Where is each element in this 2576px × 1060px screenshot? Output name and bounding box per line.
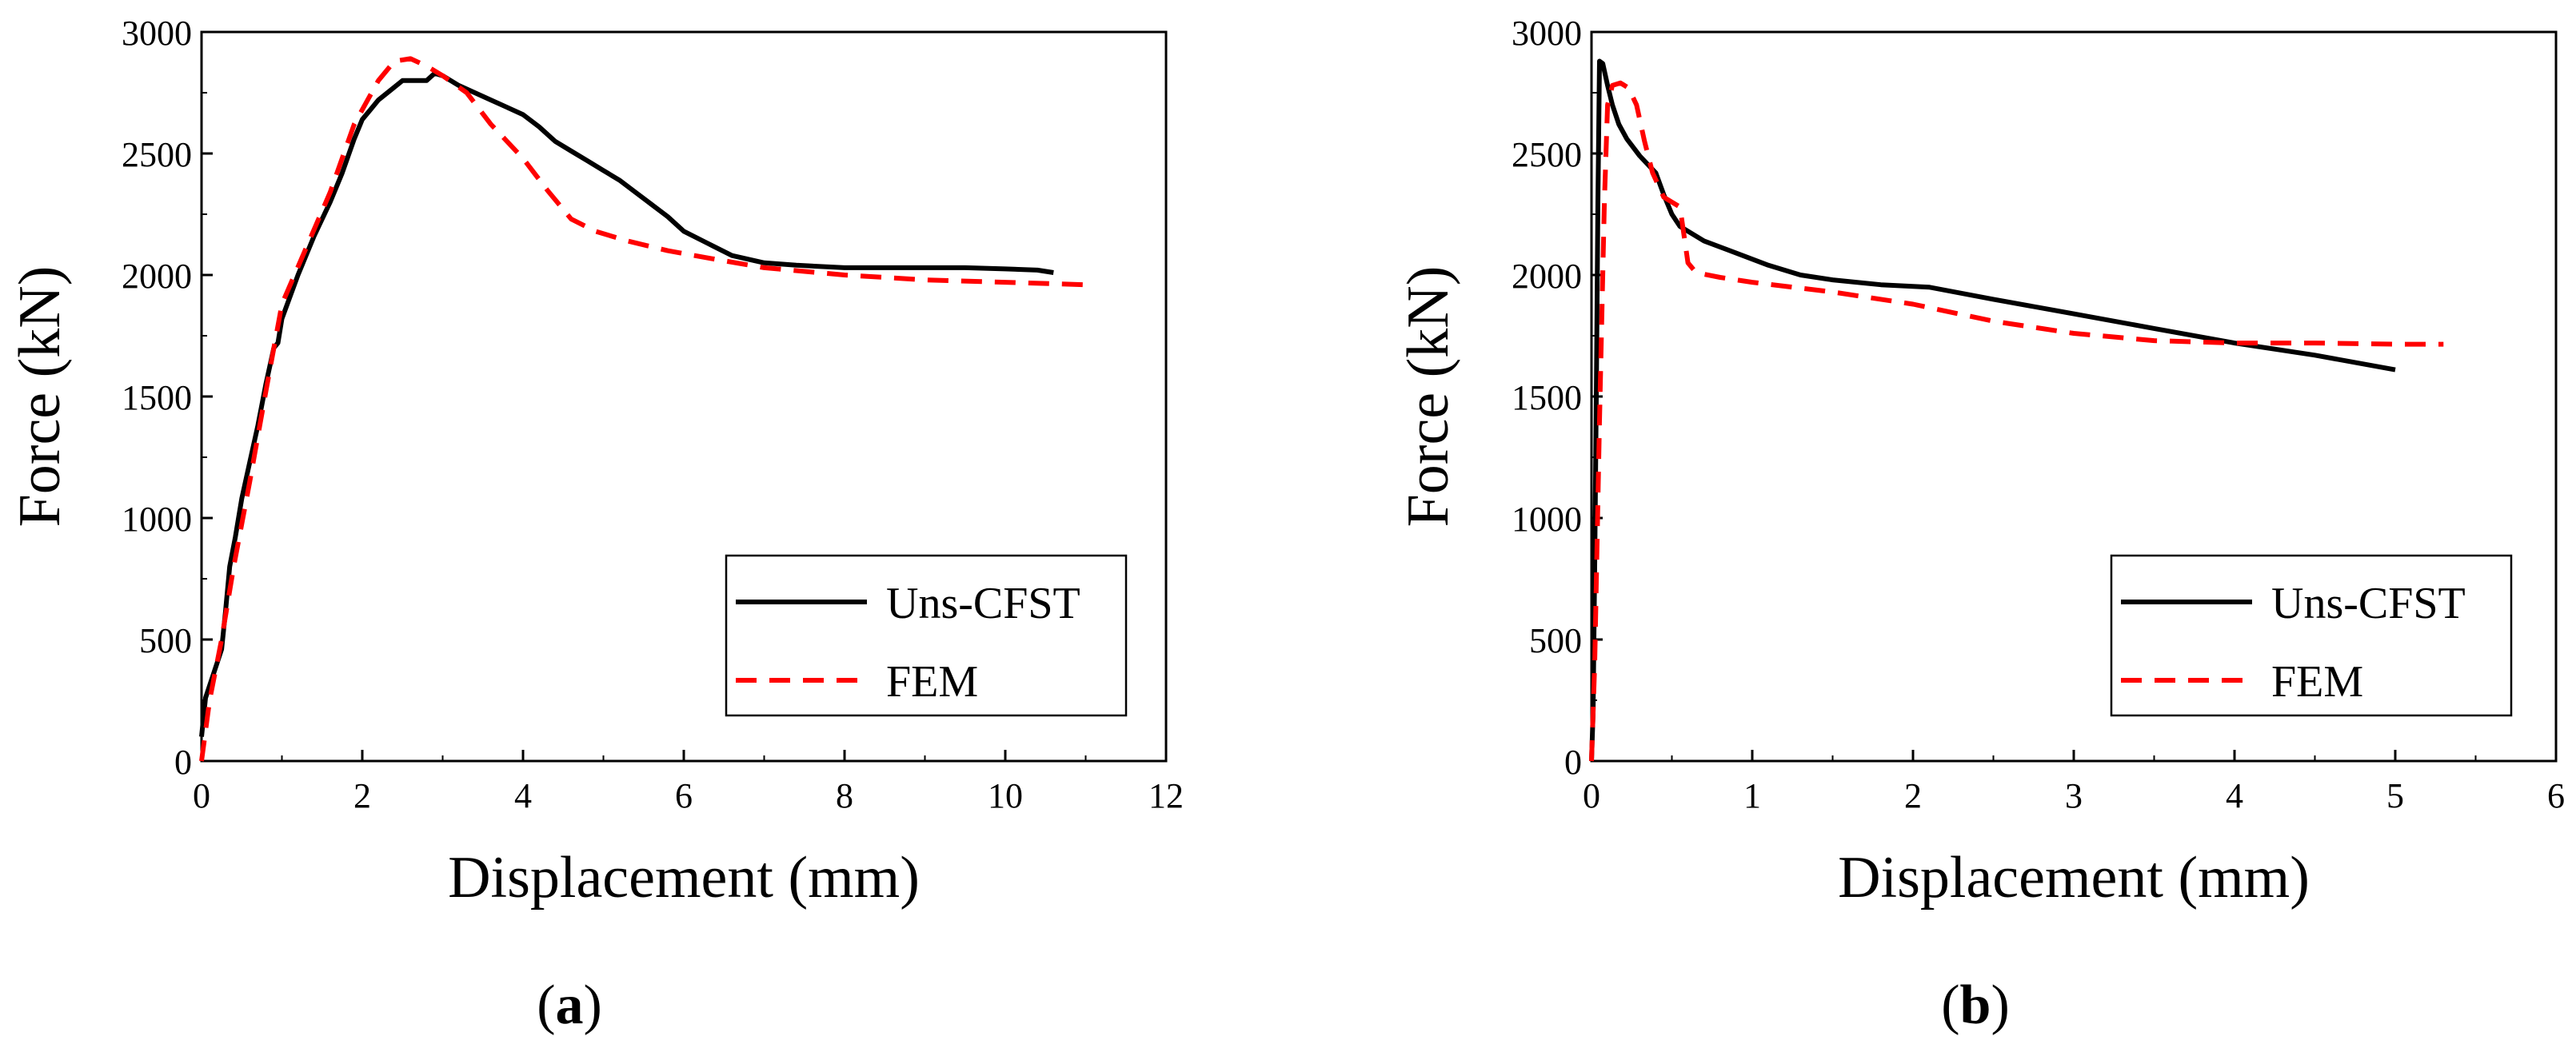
y-tick-label: 1000 (122, 500, 192, 539)
y-tick-label: 0 (174, 743, 192, 782)
chart-panel-b: 0 1 2 3 4 5 6 0 500 1000 1500 2000 2500 3000 Uns-CFST F… (1396, 14, 2565, 1036)
y-tick-label: 3000 (122, 14, 192, 53)
y-tick-label: 1500 (122, 378, 192, 417)
legend-label: Uns-CFST (2271, 579, 2466, 628)
x-tick-label: 5 (2386, 776, 2404, 815)
legend-label: FEM (886, 657, 978, 707)
chart-panel-a: 0 2 4 6 8 10 12 0 500 1000 1500 2000 2500 3000 Uns-CFS… (7, 14, 1184, 1036)
x-tick-label: 10 (988, 776, 1023, 815)
x-tick-label: 4 (2226, 776, 2243, 815)
x-tick-label: 2 (353, 776, 371, 815)
legend-box (2110, 554, 2513, 717)
legend: Uns-CFST FEM (2110, 554, 2513, 717)
y-tick-label: 2500 (1512, 135, 1582, 174)
x-tick-label: 0 (1583, 776, 1600, 815)
panel-label: (b) (1941, 974, 2010, 1036)
x-tick-label: 3 (2065, 776, 2083, 815)
y-tick-label: 0 (1564, 743, 1582, 782)
y-tick-label: 3000 (1512, 14, 1582, 53)
y-tick-label: 500 (139, 621, 192, 660)
panel-label: (a) (537, 974, 602, 1036)
y-axis-title: Force (kN) (7, 266, 73, 528)
legend-label: FEM (2271, 657, 2363, 707)
y-tick-label: 500 (1529, 621, 1582, 660)
y-tick-label: 1500 (1512, 378, 1582, 417)
x-tick-label: 4 (514, 776, 532, 815)
x-tick-label: 0 (193, 776, 210, 815)
x-axis-title: Displacement (mm) (1838, 845, 2310, 911)
legend-label: Uns-CFST (886, 579, 1080, 628)
x-tick-label: 2 (1904, 776, 1922, 815)
legend-box (725, 554, 1128, 717)
x-axis-title: Displacement (mm) (448, 845, 920, 911)
y-tick-label: 2500 (122, 135, 192, 174)
series-line-fem (199, 56, 1086, 762)
series-line-uns-cfst (1589, 58, 2396, 762)
x-tick-label: 8 (836, 776, 853, 815)
y-tick-label: 1000 (1512, 500, 1582, 539)
x-tick-label: 1 (1743, 776, 1761, 815)
y-axis-title: Force (kN) (1396, 266, 1461, 528)
legend: Uns-CFST FEM (725, 554, 1128, 717)
x-tick-label: 6 (2547, 776, 2565, 815)
x-tick-label: 12 (1148, 776, 1184, 815)
y-tick-label: 2000 (1512, 257, 1582, 296)
y-tick-label: 2000 (122, 257, 192, 296)
x-tick-label: 6 (675, 776, 693, 815)
